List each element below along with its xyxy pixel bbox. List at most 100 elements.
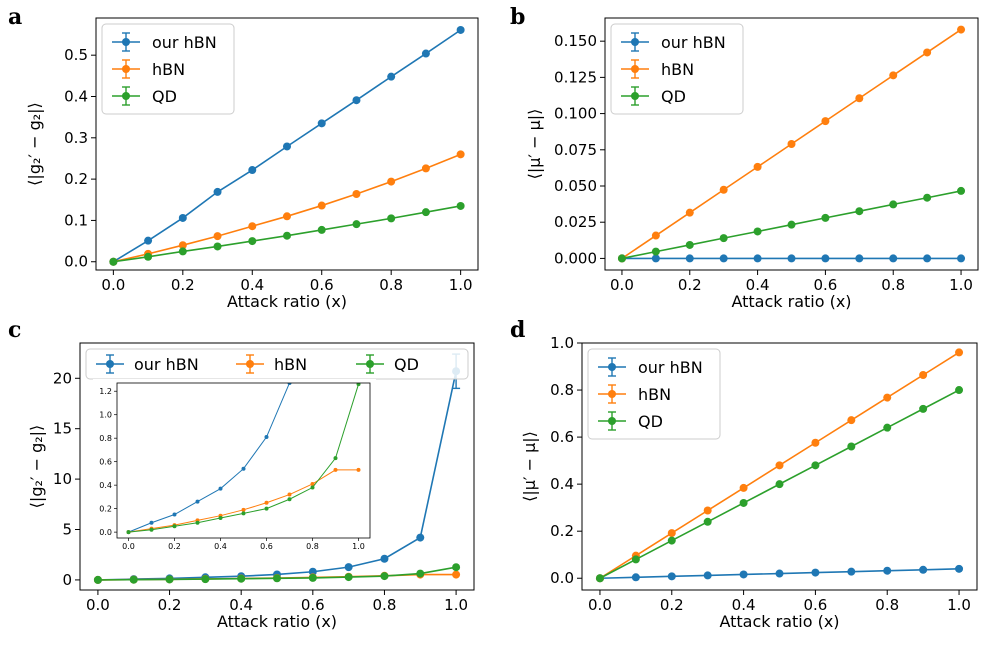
y-tick-label: 10 (53, 470, 72, 488)
data-point-qd (617, 254, 626, 263)
data-point-qd (165, 575, 174, 584)
y-axis-label: ⟨|g₂′ − g₂|⟩ (27, 425, 46, 509)
inset-point-hbn (264, 500, 269, 505)
legend-frame (101, 23, 235, 115)
data-point-our-hbn (855, 254, 864, 263)
data-point-hbn (847, 416, 856, 425)
data-point-qd (416, 569, 425, 578)
data-point-hbn (923, 48, 932, 57)
x-tick-label: 0.8 (379, 276, 403, 294)
y-tick-label: 0.8 (550, 381, 574, 399)
data-point-qd (129, 575, 138, 584)
inset-point-our-hbn (241, 466, 246, 471)
data-point-hbn (821, 117, 830, 126)
data-point-hbn (283, 212, 291, 221)
data-point-our-hbn (317, 119, 326, 128)
inset-point-hbn (241, 507, 246, 512)
y-tick-label: 0.050 (554, 177, 597, 195)
legend-label: our hBN (152, 33, 217, 52)
x-tick-label: 0.2 (660, 596, 684, 614)
y-tick-label: 0.025 (554, 213, 597, 231)
legend-label: our hBN (638, 358, 703, 377)
legend-label: our hBN (134, 355, 199, 374)
y-tick-label: 15 (53, 420, 72, 438)
y-axis-label: ⟨|μ′ − μ|⟩ (525, 109, 544, 180)
data-point-our-hbn (667, 572, 676, 581)
data-point-our-hbn (144, 236, 153, 245)
data-point-hbn (883, 393, 892, 402)
data-point-qd (344, 573, 353, 582)
data-point-qd (955, 386, 964, 395)
x-tick-label: 0.8 (881, 276, 905, 294)
data-point-hbn (957, 25, 966, 34)
legend-label: QD (661, 87, 686, 106)
inset-point-qd (241, 511, 246, 516)
axes-frame (604, 17, 979, 271)
y-tick-label: 0.3 (64, 129, 88, 147)
legend-frame (587, 348, 721, 440)
data-point-hbn (955, 348, 964, 357)
inset-point-our-hbn (334, 37, 338, 41)
legend-label: hBN (274, 355, 307, 374)
y-axis-label: ⟨|g₂′ − g₂|⟩ (25, 102, 44, 186)
data-point-qd (883, 423, 892, 432)
inset-y-tick-label: 1.2 (99, 387, 112, 396)
y-tick-label: 20 (53, 369, 72, 387)
data-point-our-hbn (775, 569, 784, 578)
series-group (595, 348, 964, 583)
inset-x-tick-label: 0.4 (214, 542, 227, 551)
inset-y-tick-label: 1.0 (99, 411, 112, 420)
data-point-our-hbn (821, 254, 830, 263)
data-point-hbn (811, 438, 820, 447)
data-point-qd (248, 237, 257, 246)
data-point-qd (237, 574, 246, 583)
x-tick-label: 0.6 (310, 276, 334, 294)
panel-a: 0.0 0.2 0.4 0.6 0.8 1.0 0.0 0.1 0.2 0.3 0.4 0.5 our … (8, 4, 479, 311)
data-point-qd (178, 247, 187, 256)
inset-x-tick-label: 0.0 (122, 542, 135, 551)
legend-marker (106, 360, 114, 368)
data-point-our-hbn (308, 567, 317, 576)
data-point-qd (685, 240, 694, 249)
data-point-our-hbn (421, 49, 430, 58)
data-point-hbn (651, 231, 660, 240)
inset-point-our-hbn (172, 512, 177, 517)
data-point-qd (631, 555, 640, 564)
panel-label: b (510, 4, 525, 30)
inset-y-tick-label: 0.2 (99, 505, 112, 514)
inset-axes: 0.0 0.2 0.4 0.6 0.8 1.0 0.0 0.2 0.4 0.6 0.8 1.0 1.2 (93, 37, 376, 552)
data-point-qd (847, 442, 856, 451)
data-point-qd (919, 404, 928, 413)
series-group (109, 25, 465, 266)
data-point-qd (889, 200, 898, 209)
data-point-our-hbn (889, 254, 898, 263)
y-tick-label: 0.4 (550, 475, 574, 493)
data-point-qd (957, 186, 966, 195)
x-axis-label: Attack ratio (x) (719, 612, 839, 631)
data-point-hbn (452, 570, 461, 579)
data-point-hbn (889, 71, 898, 80)
data-point-our-hbn (919, 565, 928, 574)
data-point-our-hbn (703, 571, 712, 580)
legend-label: our hBN (661, 33, 726, 52)
data-point-our-hbn (739, 570, 748, 579)
data-point-qd (719, 234, 728, 243)
panel-d: 0.0 0.2 0.4 0.6 0.8 1.0 0.0 0.2 0.4 0.6 0.8 1.0 our … (510, 317, 978, 631)
x-tick-label: 0.0 (588, 596, 612, 614)
inset-y-tick-label: 0.0 (99, 528, 112, 537)
inset-point-our-hbn (264, 435, 269, 440)
y-tick-label: 1.0 (550, 334, 574, 352)
data-point-qd (352, 220, 361, 229)
inset-point-hbn (310, 481, 315, 486)
inset-series-group (126, 37, 361, 535)
inset-axes-frame (116, 382, 371, 539)
x-axis-label: Attack ratio (x) (227, 292, 347, 311)
data-point-qd (93, 575, 102, 584)
y-tick-label: 0.000 (554, 249, 597, 267)
x-tick-label: 0.2 (678, 276, 702, 294)
legend-marker (608, 363, 616, 371)
x-tick-label: 0.2 (158, 596, 182, 614)
inset-point-hbn (287, 492, 292, 497)
legend-marker (631, 92, 639, 100)
